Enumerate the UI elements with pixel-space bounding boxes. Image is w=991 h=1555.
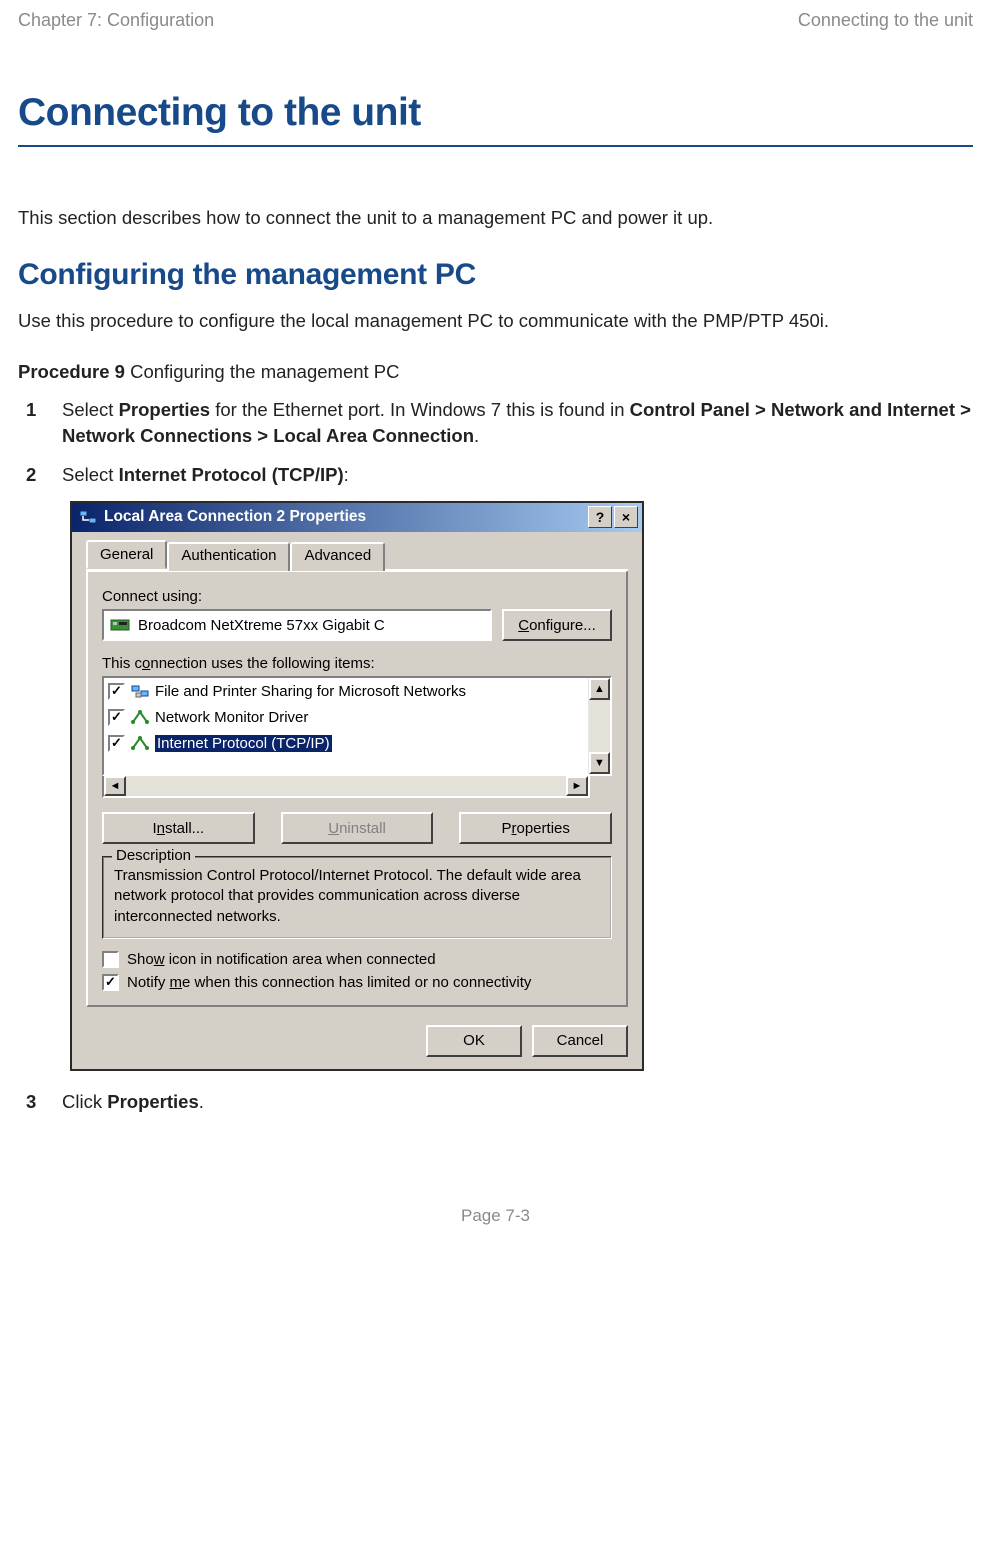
tab-authentication[interactable]: Authentication — [167, 542, 290, 571]
h1-title: Connecting to the unit — [18, 91, 973, 147]
uninstall-button[interactable]: Uninstall — [281, 812, 434, 844]
connection-uses-label: This connection uses the following items… — [102, 655, 612, 672]
cancel-button[interactable]: Cancel — [532, 1025, 628, 1057]
titlebar[interactable]: Local Area Connection 2 Properties ? × — [72, 503, 642, 532]
network-icon — [78, 508, 98, 526]
procedure-title: Configuring the management PC — [125, 361, 400, 382]
procedure-steps: 1 Select Properties for the Ethernet por… — [18, 397, 973, 489]
procedure-line: Procedure 9 Configuring the management P… — [18, 361, 973, 383]
header-right: Connecting to the unit — [798, 10, 973, 31]
step-number: 3 — [18, 1089, 62, 1116]
scroll-up-button[interactable]: ▲ — [589, 678, 610, 700]
list-item[interactable]: ✓ Internet Protocol (TCP/IP) — [104, 730, 588, 756]
step-body: Select Properties for the Ethernet port.… — [62, 397, 973, 451]
nic-field: Broadcom NetXtreme 57xx Gigabit C — [102, 609, 492, 641]
vertical-scrollbar[interactable]: ▲ ▼ — [588, 678, 610, 774]
properties-button[interactable]: Properties — [459, 812, 612, 844]
step-body: Select Internet Protocol (TCP/IP): — [62, 462, 973, 489]
group-title: Description — [112, 847, 195, 864]
ok-button[interactable]: OK — [426, 1025, 522, 1057]
close-button[interactable]: × — [614, 506, 638, 528]
item-label: File and Printer Sharing for Microsoft N… — [155, 683, 466, 700]
horizontal-scrollbar[interactable]: ◄ ► — [102, 776, 590, 798]
scroll-track[interactable] — [126, 776, 566, 796]
connect-using-label: Connect using: — [102, 588, 612, 605]
scroll-down-button[interactable]: ▼ — [589, 752, 610, 774]
show-icon-label: Show icon in notification area when conn… — [127, 951, 436, 968]
intro-paragraph: This section describes how to connect th… — [18, 205, 973, 232]
service-icon — [129, 682, 151, 700]
step-3: 3 Click Properties. — [18, 1089, 973, 1116]
configure-button[interactable]: Configure... — [502, 609, 612, 641]
checkbox-icon[interactable]: ✓ — [108, 709, 125, 726]
scroll-right-button[interactable]: ► — [566, 776, 588, 796]
step-number: 2 — [18, 462, 62, 489]
item-label: Internet Protocol (TCP/IP) — [155, 735, 332, 752]
description-text: Transmission Control Protocol/Internet P… — [114, 866, 600, 927]
tab-strip: General Authentication Advanced — [86, 540, 628, 571]
tab-general[interactable]: General — [86, 540, 167, 569]
list-item[interactable]: ✓ File and Printer Sharing for Microsoft… — [104, 678, 588, 704]
step-number: 1 — [18, 397, 62, 451]
step-1: 1 Select Properties for the Ethernet por… — [18, 397, 973, 451]
procedure-label: Procedure 9 — [18, 361, 125, 382]
checkbox-icon[interactable] — [102, 951, 119, 968]
item-label: Network Monitor Driver — [155, 709, 308, 726]
notify-row[interactable]: ✓ Notify me when this connection has lim… — [102, 974, 612, 991]
list-item[interactable]: ✓ Network Monitor Driver — [104, 704, 588, 730]
page-header: Chapter 7: Configuration Connecting to t… — [18, 8, 973, 31]
protocol-icon — [129, 708, 151, 726]
nic-card-icon — [110, 617, 132, 633]
checkbox-icon[interactable]: ✓ — [102, 974, 119, 991]
step-2: 2 Select Internet Protocol (TCP/IP): — [18, 462, 973, 489]
items-listbox[interactable]: ✓ File and Printer Sharing for Microsoft… — [102, 676, 612, 776]
header-left: Chapter 7: Configuration — [18, 10, 214, 31]
scroll-track[interactable] — [589, 700, 610, 752]
dialog-screenshot: Local Area Connection 2 Properties ? × G… — [70, 501, 973, 1071]
show-icon-row[interactable]: Show icon in notification area when conn… — [102, 951, 612, 968]
install-button[interactable]: Install... — [102, 812, 255, 844]
intro2-paragraph: Use this procedure to configure the loca… — [18, 308, 973, 335]
scroll-left-button[interactable]: ◄ — [104, 776, 126, 796]
procedure-steps-cont: 3 Click Properties. — [18, 1089, 973, 1116]
nic-name: Broadcom NetXtreme 57xx Gigabit C — [138, 617, 385, 634]
help-button[interactable]: ? — [588, 506, 612, 528]
notify-label: Notify me when this connection has limit… — [127, 974, 531, 991]
page-footer: Page 7-3 — [18, 1206, 973, 1226]
protocol-icon — [129, 734, 151, 752]
checkbox-icon[interactable]: ✓ — [108, 735, 125, 752]
properties-dialog: Local Area Connection 2 Properties ? × G… — [70, 501, 644, 1071]
tab-panel-general: Connect using: Broadcom NetXtreme 57xx G… — [86, 570, 628, 1007]
description-group: Description Transmission Control Protoco… — [102, 856, 612, 939]
titlebar-text: Local Area Connection 2 Properties — [104, 508, 366, 526]
step-body: Click Properties. — [62, 1089, 973, 1116]
tab-advanced[interactable]: Advanced — [290, 542, 385, 571]
checkbox-icon[interactable]: ✓ — [108, 683, 125, 700]
scroll-corner — [590, 776, 612, 798]
h2-title: Configuring the management PC — [18, 258, 973, 292]
